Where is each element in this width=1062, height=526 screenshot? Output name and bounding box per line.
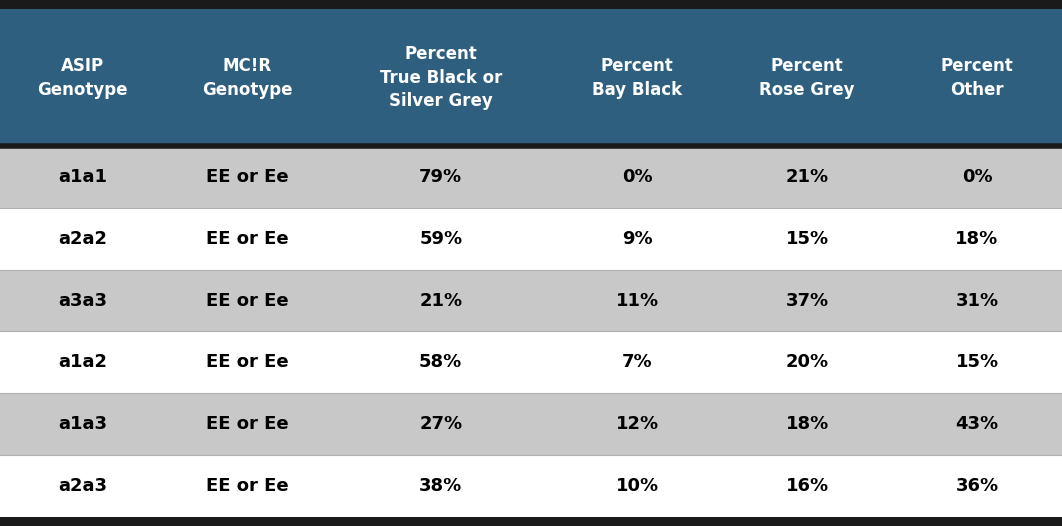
Bar: [552, 146, 722, 208]
Bar: [0, 208, 165, 270]
Bar: [0, 331, 165, 393]
Bar: [722, 208, 892, 270]
Text: a2a3: a2a3: [57, 477, 107, 494]
Text: 15%: 15%: [956, 353, 998, 371]
Text: 21%: 21%: [419, 291, 462, 309]
Text: 7%: 7%: [622, 353, 652, 371]
Text: Percent
Rose Grey: Percent Rose Grey: [759, 57, 855, 99]
Bar: [329, 393, 552, 455]
Bar: [892, 455, 1062, 517]
Bar: [722, 270, 892, 331]
Text: 38%: 38%: [419, 477, 462, 494]
Text: Percent
Other: Percent Other: [941, 57, 1013, 99]
Bar: [329, 208, 552, 270]
Bar: [0, 517, 1062, 526]
Text: a1a1: a1a1: [57, 168, 107, 186]
Bar: [0, 9, 165, 146]
Text: 12%: 12%: [616, 415, 658, 433]
Text: 0%: 0%: [962, 168, 992, 186]
Text: ASIP
Genotype: ASIP Genotype: [37, 57, 127, 99]
Bar: [722, 9, 892, 146]
Bar: [552, 331, 722, 393]
Bar: [552, 455, 722, 517]
Text: a1a2: a1a2: [57, 353, 107, 371]
Bar: [892, 208, 1062, 270]
Text: EE or Ee: EE or Ee: [206, 168, 288, 186]
Text: EE or Ee: EE or Ee: [206, 353, 288, 371]
Text: 0%: 0%: [622, 168, 652, 186]
Bar: [165, 393, 329, 455]
Bar: [165, 146, 329, 208]
Text: EE or Ee: EE or Ee: [206, 415, 288, 433]
Bar: [722, 455, 892, 517]
Bar: [892, 331, 1062, 393]
Text: 16%: 16%: [786, 477, 828, 494]
Text: a2a2: a2a2: [57, 230, 107, 248]
Text: 37%: 37%: [786, 291, 828, 309]
Text: 43%: 43%: [956, 415, 998, 433]
Text: a1a3: a1a3: [57, 415, 107, 433]
Text: 79%: 79%: [419, 168, 462, 186]
Bar: [329, 146, 552, 208]
Text: 9%: 9%: [622, 230, 652, 248]
Bar: [0, 146, 165, 208]
Bar: [892, 270, 1062, 331]
Bar: [0, 270, 165, 331]
Bar: [0, 455, 165, 517]
Text: EE or Ee: EE or Ee: [206, 230, 288, 248]
Bar: [0, 393, 165, 455]
Text: 18%: 18%: [786, 415, 828, 433]
Bar: [892, 9, 1062, 146]
Text: 18%: 18%: [956, 230, 998, 248]
Text: 31%: 31%: [956, 291, 998, 309]
Bar: [722, 331, 892, 393]
Text: 21%: 21%: [786, 168, 828, 186]
Text: a3a3: a3a3: [57, 291, 107, 309]
Bar: [552, 270, 722, 331]
Bar: [722, 393, 892, 455]
Text: 36%: 36%: [956, 477, 998, 494]
Text: 58%: 58%: [419, 353, 462, 371]
Text: 27%: 27%: [419, 415, 462, 433]
Text: EE or Ee: EE or Ee: [206, 477, 288, 494]
Bar: [165, 9, 329, 146]
Text: 59%: 59%: [419, 230, 462, 248]
Bar: [165, 331, 329, 393]
Bar: [329, 455, 552, 517]
Text: Percent
Bay Black: Percent Bay Black: [593, 57, 682, 99]
Bar: [329, 331, 552, 393]
Bar: [552, 208, 722, 270]
Bar: [722, 146, 892, 208]
Text: 20%: 20%: [786, 353, 828, 371]
Bar: [0, 0, 1062, 9]
Bar: [892, 393, 1062, 455]
Bar: [892, 146, 1062, 208]
Bar: [165, 270, 329, 331]
Text: Percent
True Black or
Silver Grey: Percent True Black or Silver Grey: [379, 45, 502, 110]
Bar: [329, 270, 552, 331]
Text: EE or Ee: EE or Ee: [206, 291, 288, 309]
Text: MC!R
Genotype: MC!R Genotype: [202, 57, 292, 99]
Text: 10%: 10%: [616, 477, 658, 494]
Bar: [165, 208, 329, 270]
Text: 11%: 11%: [616, 291, 658, 309]
Bar: [552, 9, 722, 146]
Text: 15%: 15%: [786, 230, 828, 248]
Bar: [165, 455, 329, 517]
Bar: [552, 393, 722, 455]
Bar: [329, 9, 552, 146]
